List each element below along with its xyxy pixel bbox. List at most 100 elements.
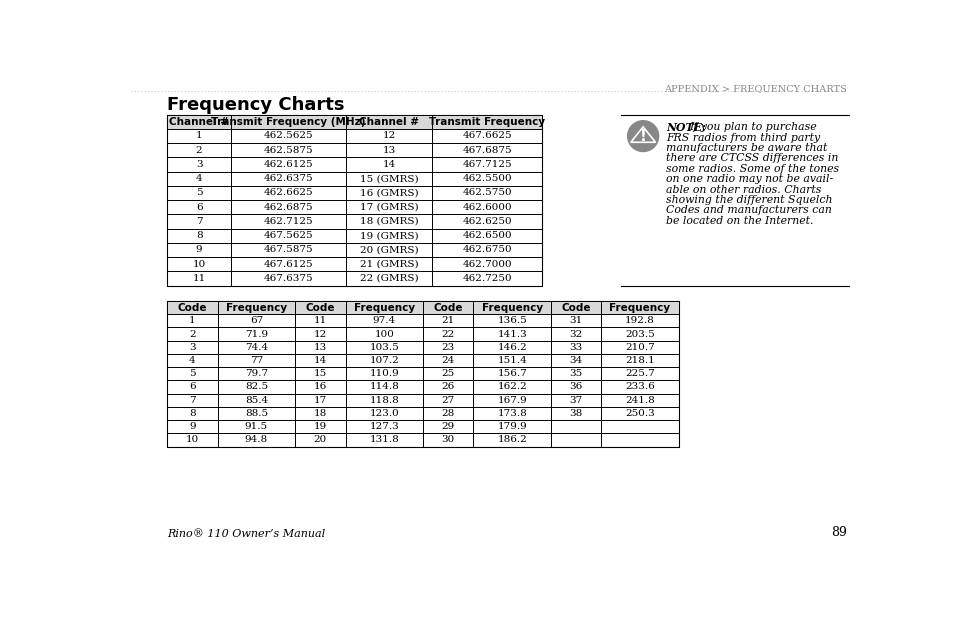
Text: Transmit Frequency: Transmit Frequency (429, 117, 545, 127)
Text: on one radio may not be avail-: on one radio may not be avail- (666, 175, 833, 184)
Text: 18: 18 (314, 409, 327, 418)
Text: 20 (GMRS): 20 (GMRS) (359, 245, 417, 255)
Text: 146.2: 146.2 (497, 343, 526, 351)
Text: 118.8: 118.8 (369, 396, 398, 405)
Text: 94.8: 94.8 (245, 435, 268, 445)
Text: 233.6: 233.6 (624, 383, 655, 391)
Text: 14: 14 (314, 356, 327, 365)
Text: 16: 16 (314, 383, 327, 391)
Text: 91.5: 91.5 (245, 422, 268, 431)
Text: 71.9: 71.9 (245, 330, 268, 338)
Text: 74.4: 74.4 (245, 343, 268, 351)
Text: 173.8: 173.8 (497, 409, 526, 418)
Text: 19 (GMRS): 19 (GMRS) (359, 231, 417, 240)
Text: 7: 7 (189, 396, 195, 405)
Text: 32: 32 (569, 330, 582, 338)
Text: 462.6375: 462.6375 (263, 174, 313, 183)
Text: 12: 12 (382, 132, 395, 140)
Text: 89: 89 (830, 526, 846, 539)
Text: 1: 1 (195, 132, 202, 140)
Text: 21 (GMRS): 21 (GMRS) (359, 260, 417, 269)
Text: 467.6375: 467.6375 (263, 274, 313, 283)
Text: 151.4: 151.4 (497, 356, 526, 365)
Text: 25: 25 (441, 369, 455, 378)
Text: 88.5: 88.5 (245, 409, 268, 418)
Text: 462.5875: 462.5875 (263, 146, 313, 155)
Text: 14: 14 (382, 160, 395, 169)
Text: 100: 100 (374, 330, 394, 338)
Text: 13: 13 (314, 343, 327, 351)
Text: 22: 22 (441, 330, 455, 338)
Text: 467.5625: 467.5625 (263, 231, 313, 240)
Text: 462.7250: 462.7250 (462, 274, 512, 283)
Text: Frequency: Frequency (481, 302, 542, 312)
Text: 38: 38 (569, 409, 582, 418)
Text: 5: 5 (195, 188, 202, 197)
Text: Frequency Charts: Frequency Charts (167, 96, 344, 114)
Text: 462.5625: 462.5625 (263, 132, 313, 140)
Text: 6: 6 (195, 202, 202, 212)
Text: 7: 7 (195, 217, 202, 226)
Text: 167.9: 167.9 (497, 396, 526, 405)
Text: 30: 30 (441, 435, 455, 445)
Text: 8: 8 (189, 409, 195, 418)
Text: 37: 37 (569, 396, 582, 405)
Text: there are CTCSS differences in: there are CTCSS differences in (666, 153, 838, 163)
Bar (167, 301, 679, 314)
Text: 35: 35 (569, 369, 582, 378)
Text: 225.7: 225.7 (624, 369, 655, 378)
Text: 21: 21 (441, 316, 455, 325)
Text: some radios. Some of the tones: some radios. Some of the tones (666, 164, 839, 174)
Text: Code: Code (177, 302, 207, 312)
Text: 4: 4 (189, 356, 195, 365)
Text: 131.8: 131.8 (369, 435, 398, 445)
Text: 467.6875: 467.6875 (462, 146, 512, 155)
Text: 18 (GMRS): 18 (GMRS) (359, 217, 417, 226)
Text: 9: 9 (189, 422, 195, 431)
Text: Transmit Frequency (MHz): Transmit Frequency (MHz) (211, 117, 365, 127)
Text: 26: 26 (441, 383, 455, 391)
Text: 107.2: 107.2 (369, 356, 398, 365)
Text: 462.6250: 462.6250 (462, 217, 512, 226)
Text: 127.3: 127.3 (369, 422, 398, 431)
Text: 67: 67 (250, 316, 263, 325)
Text: be located on the Internet.: be located on the Internet. (666, 216, 813, 226)
Text: 110.9: 110.9 (369, 369, 398, 378)
Text: 141.3: 141.3 (497, 330, 526, 338)
Text: 23: 23 (441, 343, 455, 351)
Text: 29: 29 (441, 422, 455, 431)
Text: Frequency: Frequency (226, 302, 287, 312)
Text: 27: 27 (441, 396, 455, 405)
Text: 462.6125: 462.6125 (263, 160, 313, 169)
Text: 36: 36 (569, 383, 582, 391)
Text: 5: 5 (189, 369, 195, 378)
Text: 114.8: 114.8 (369, 383, 398, 391)
Text: manufacturers be aware that: manufacturers be aware that (666, 143, 827, 153)
Text: 13: 13 (382, 146, 395, 155)
Text: 8: 8 (195, 231, 202, 240)
Text: 203.5: 203.5 (624, 330, 655, 338)
Text: 24: 24 (441, 356, 455, 365)
Text: Code: Code (433, 302, 462, 312)
Text: 462.6875: 462.6875 (263, 202, 313, 212)
Text: 467.6625: 467.6625 (462, 132, 512, 140)
Text: APPENDIX > FREQUENCY CHARTS: APPENDIX > FREQUENCY CHARTS (663, 84, 846, 93)
Text: 241.8: 241.8 (624, 396, 655, 405)
Text: 218.1: 218.1 (624, 356, 655, 365)
Text: 17 (GMRS): 17 (GMRS) (359, 202, 417, 212)
Text: showing the different Squelch: showing the different Squelch (666, 195, 832, 205)
Text: 97.4: 97.4 (373, 316, 395, 325)
Text: Codes and manufacturers can: Codes and manufacturers can (666, 206, 831, 215)
Text: 10: 10 (193, 260, 206, 269)
Text: 250.3: 250.3 (624, 409, 655, 418)
Text: Frequency: Frequency (354, 302, 415, 312)
Text: Code: Code (305, 302, 335, 312)
Text: 77: 77 (250, 356, 263, 365)
Text: 20: 20 (314, 435, 327, 445)
Bar (167, 114, 542, 129)
Text: 10: 10 (186, 435, 199, 445)
Text: 33: 33 (569, 343, 582, 351)
Text: 162.2: 162.2 (497, 383, 526, 391)
Text: 462.6750: 462.6750 (462, 245, 512, 255)
Text: 462.5750: 462.5750 (462, 188, 512, 197)
